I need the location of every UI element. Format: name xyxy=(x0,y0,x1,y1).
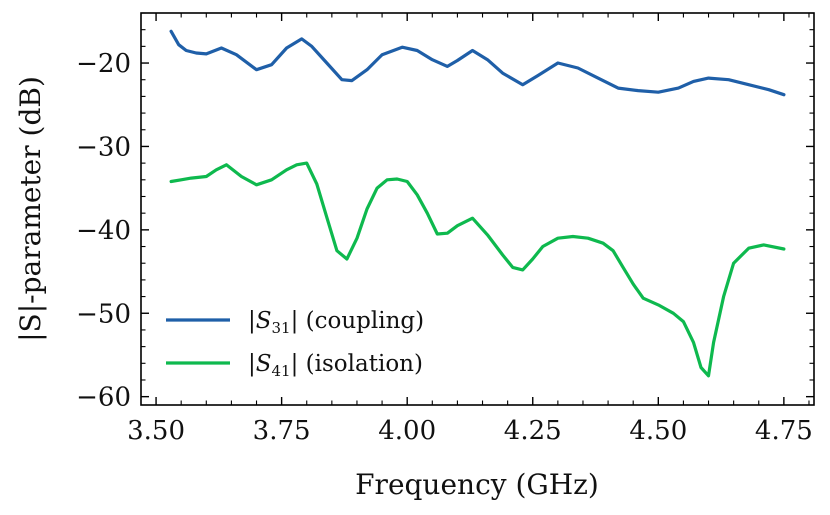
x-tick-label: 3.75 xyxy=(253,416,311,446)
plot-lines xyxy=(169,29,786,378)
y-tick-label: −60 xyxy=(76,383,131,413)
plot-frame xyxy=(140,12,815,406)
x-tick-label: 3.50 xyxy=(127,416,185,446)
legend-label-1: |S31| (coupling) xyxy=(248,308,424,337)
y-tick-label: −50 xyxy=(76,299,131,329)
legend-label-2: |S41| (isolation) xyxy=(248,351,423,380)
ticks: 3.50 3.75 4.00 4.25 4.50 4.75 −60 −50 −40 −30 −20 xyxy=(76,12,814,446)
series-line-2 xyxy=(169,161,786,378)
series-line-1 xyxy=(169,29,786,97)
y-axis-label: |S|-parameter (dB) xyxy=(14,76,47,342)
x-tick-label: 4.50 xyxy=(629,416,687,446)
x-axis-label: Frequency (GHz) xyxy=(355,468,599,501)
y-tick-label: −20 xyxy=(76,49,131,79)
y-tick-label: −30 xyxy=(76,132,131,162)
legend: |S31| (coupling) |S41| (isolation) xyxy=(166,308,424,380)
x-tick-label: 4.25 xyxy=(504,416,562,446)
x-tick-label: 4.75 xyxy=(755,416,813,446)
x-tick-label: 4.00 xyxy=(378,416,436,446)
y-tick-label: −40 xyxy=(76,216,131,246)
